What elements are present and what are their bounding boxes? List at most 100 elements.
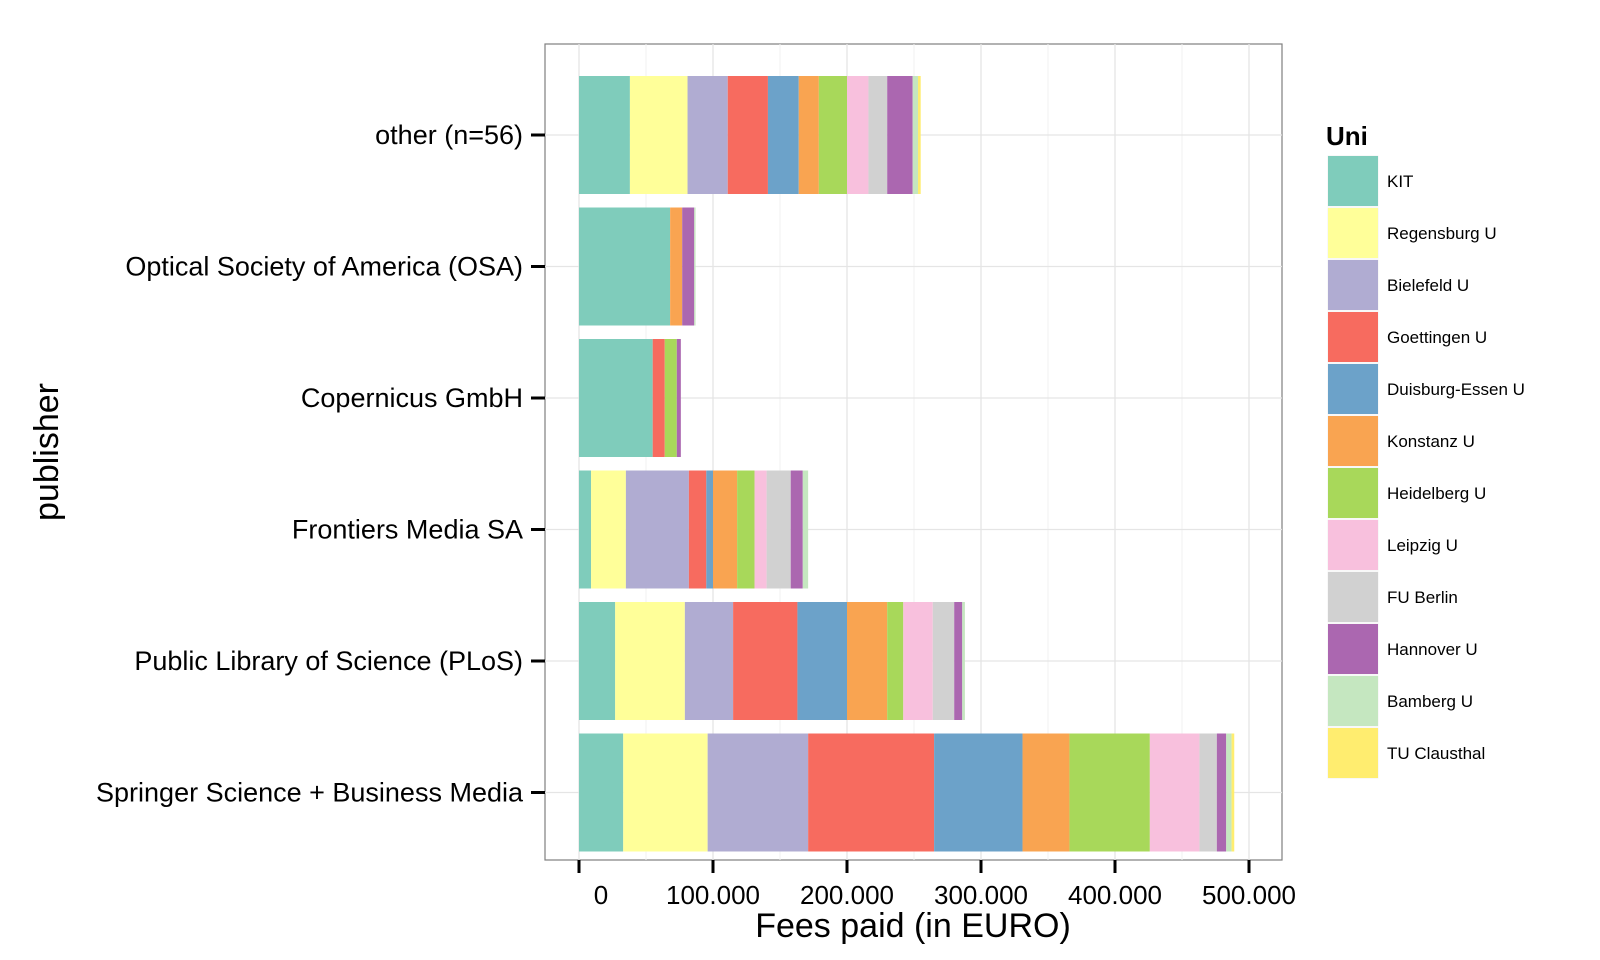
bar-group-public-library-of-science-plos: Public Library of Science (PLoS) — KIT: … [579, 602, 965, 720]
y-tick-label: Public Library of Science (PLoS) [134, 646, 523, 676]
legend-swatch [1328, 208, 1378, 258]
bar-group-springer-science-business-media: Springer Science + Business Media — KIT:… [579, 733, 1235, 852]
bar-group-optical-society-of-america-osa: Optical Society of America (OSA) — KIT: … [579, 207, 696, 326]
legend-swatch [1328, 156, 1378, 206]
y-axis-title: publisher [28, 383, 66, 521]
x-tick-label: 400.000 [1068, 880, 1162, 910]
bar-segment-goettingen-u: Frontiers Media SA — Goettingen U: 13000 [688, 470, 707, 589]
legend-swatch [1328, 728, 1378, 778]
bar-segment-tu-clausthal: other (n=56) — TU Clausthal: 2000 [918, 76, 921, 194]
bar-segment-bamberg-u: other (n=56) — Bamberg U: 4000 [912, 76, 919, 194]
x-tick-label: 300.000 [934, 880, 1028, 910]
y-tick-label: Frontiers Media SA [292, 515, 523, 545]
legend-item-konstanz-u: Konstanz U [1326, 414, 1475, 468]
y-axis: Springer Science + Business Media Public … [96, 120, 545, 808]
bar-segment-heidelberg-u: other (n=56) — Heidelberg U: 21000 [818, 76, 847, 194]
legend-label: TU Clausthal [1387, 744, 1485, 763]
y-tick-label: other (n=56) [375, 120, 523, 150]
x-tick-label: 0 [594, 880, 608, 910]
legend-label: Konstanz U [1387, 432, 1475, 451]
legend-swatch [1328, 520, 1378, 570]
legend-item-kit: KIT [1326, 154, 1413, 208]
bar-segment-leipzig-u: other (n=56) — Leipzig U: 16000 [847, 76, 869, 194]
legend-label: Heidelberg U [1387, 484, 1486, 503]
legend-swatch [1328, 572, 1378, 622]
bar-segment-leipzig-u: Springer Science + Business Media — Leip… [1149, 733, 1200, 852]
legend-label: Leipzig U [1387, 536, 1458, 555]
x-tick-label: 200.000 [800, 880, 894, 910]
legend-item-goettingen-u: Goettingen U [1326, 310, 1487, 364]
x-tick-label: 500.000 [1202, 880, 1296, 910]
bar-segment-kit: Copernicus GmbH — KIT: 55000 [579, 339, 653, 457]
bar-segment-bielefeld-u: other (n=56) — Bielefeld U: 30000 [687, 76, 728, 194]
legend-swatch [1328, 624, 1378, 674]
bar-group-other-n-56: other (n=56) — KIT: 38000 other (n=56) — … [579, 76, 921, 194]
bar-group-frontiers-media-sa: Frontiers Media SA — KIT: 9000Frontiers … [579, 470, 809, 589]
bar-segment-kit: Frontiers Media SA — KIT: 9000 [579, 470, 592, 589]
bar-segment-bamberg-u: Frontiers Media SA — Bamberg U: 4000 [802, 470, 809, 589]
bar-segment-regensburg-u: Public Library of Science (PLoS) — Regen… [615, 602, 685, 720]
legend-item-bamberg-u: Bamberg U [1326, 674, 1473, 728]
y-tick-label: Copernicus GmbH [301, 383, 523, 413]
bar-segment-bielefeld-u: Frontiers Media SA — Bielefeld U: 47000 [625, 470, 689, 589]
bar-segment-kit: Optical Society of America (OSA) — KIT: … [579, 207, 671, 326]
bar-segment-leipzig-u: Public Library of Science (PLoS) — Leipz… [903, 602, 933, 720]
legend-label: Goettingen U [1387, 328, 1487, 347]
bar-segment-regensburg-u: Springer Science + Business Media — Rege… [623, 733, 708, 852]
bar-segment-goettingen-u: Public Library of Science (PLoS) — Goett… [733, 602, 798, 720]
legend-label: Regensburg U [1387, 224, 1497, 243]
y-tick-label: Optical Society of America (OSA) [125, 252, 523, 282]
bar-segment-fu-berlin: Public Library of Science (PLoS) — FU Be… [932, 602, 955, 720]
bar-segment-leipzig-u: Frontiers Media SA — Leipzig U: 9000 [754, 470, 767, 589]
bar-segment-bielefeld-u: Springer Science + Business Media — Biel… [707, 733, 809, 852]
bar-segment-regensburg-u: Frontiers Media SA — Regensburg U: 26000 [591, 470, 626, 589]
legend-label: FU Berlin [1387, 588, 1458, 607]
bar-segment-bamberg-u: Optical Society of America (OSA) — Bambe… [694, 207, 696, 326]
legend-swatch [1328, 364, 1378, 414]
legend-item-bielefeld-u: Bielefeld U [1326, 258, 1469, 312]
legend-label: Hannover U [1387, 640, 1478, 659]
bar-segment-bamberg-u: Springer Science + Business Media — Bamb… [1226, 733, 1232, 852]
bar-segment-heidelberg-u: Public Library of Science (PLoS) — Heide… [887, 602, 904, 720]
legend-label: Bamberg U [1387, 692, 1473, 711]
legend-item-hannover-u: Hannover U [1326, 622, 1478, 676]
bar-segment-konstanz-u: Public Library of Science (PLoS) — Konst… [847, 602, 888, 720]
legend-item-leipzig-u: Leipzig U [1326, 518, 1458, 572]
bar-segment-duisburg-essen-u: Frontiers Media SA — Duisburg-Essen U: 5… [706, 470, 713, 589]
bar-segment-duisburg-essen-u: other (n=56) — Duisburg-Essen U: 23000 [767, 76, 799, 194]
bar-segment-konstanz-u: Optical Society of America (OSA) — Konst… [670, 207, 683, 326]
legend-item-fu-berlin: FU Berlin [1326, 570, 1458, 624]
bar-segment-hannover-u: other (n=56) — Hannover U: 19000 [887, 76, 913, 194]
bars: Springer Science + Business Media — KIT:… [579, 76, 1235, 852]
legend-swatch [1328, 468, 1378, 518]
bar-segment-bamberg-u: Public Library of Science (PLoS) — Bambe… [962, 602, 965, 720]
bar-segment-fu-berlin: Springer Science + Business Media — FU B… [1199, 733, 1217, 852]
legend-item-duisburg-essen-u: Duisburg-Essen U [1326, 362, 1525, 416]
legend-label: Duisburg-Essen U [1387, 380, 1525, 399]
bar-segment-konstanz-u: other (n=56) — Konstanz U: 15000 [798, 76, 819, 194]
bar-segment-heidelberg-u: Springer Science + Business Media — Heid… [1069, 733, 1150, 852]
bar-segment-fu-berlin: Frontiers Media SA — FU Berlin: 18000 [766, 470, 791, 589]
x-axis: 0 100.000 200.000 300.000 400.000 500.000 [577, 860, 1296, 910]
bar-segment-heidelberg-u: Frontiers Media SA — Heidelberg U: 13000 [737, 470, 755, 589]
bar-segment-duisburg-essen-u: Public Library of Science (PLoS) — Duisb… [797, 602, 847, 720]
bar-segment-fu-berlin: other (n=56) — FU Berlin: 14000 [868, 76, 888, 194]
bar-segment-kit: Springer Science + Business Media — KIT:… [579, 733, 624, 852]
bar-segment-heidelberg-u: Copernicus GmbH — Heidelberg U: 9000 [664, 339, 677, 457]
bar-segment-kit: other (n=56) — KIT: 38000 [579, 76, 630, 194]
legend-swatch [1328, 416, 1378, 466]
bar-segment-konstanz-u: Frontiers Media SA — Konstanz U: 18000 [713, 470, 738, 589]
legend-title: Uni [1326, 121, 1368, 151]
bar-segment-kit: Public Library of Science (PLoS) — KIT: … [579, 602, 616, 720]
legend-item-regensburg-u: Regensburg U [1326, 206, 1497, 260]
legend-label: KIT [1387, 172, 1413, 191]
legend-swatch [1328, 676, 1378, 726]
legend-label: Bielefeld U [1387, 276, 1469, 295]
bar-segment-hannover-u: Copernicus GmbH — Hannover U: 3000 [676, 339, 681, 457]
legend-swatch [1328, 260, 1378, 310]
legend-item-heidelberg-u: Heidelberg U [1326, 466, 1486, 520]
bar-segment-hannover-u: Optical Society of America (OSA) — Hanno… [682, 207, 695, 326]
x-axis-title: Fees paid (in EURO) [755, 907, 1071, 945]
bar-segment-goettingen-u: other (n=56) — Goettingen U: 30000 [727, 76, 768, 194]
